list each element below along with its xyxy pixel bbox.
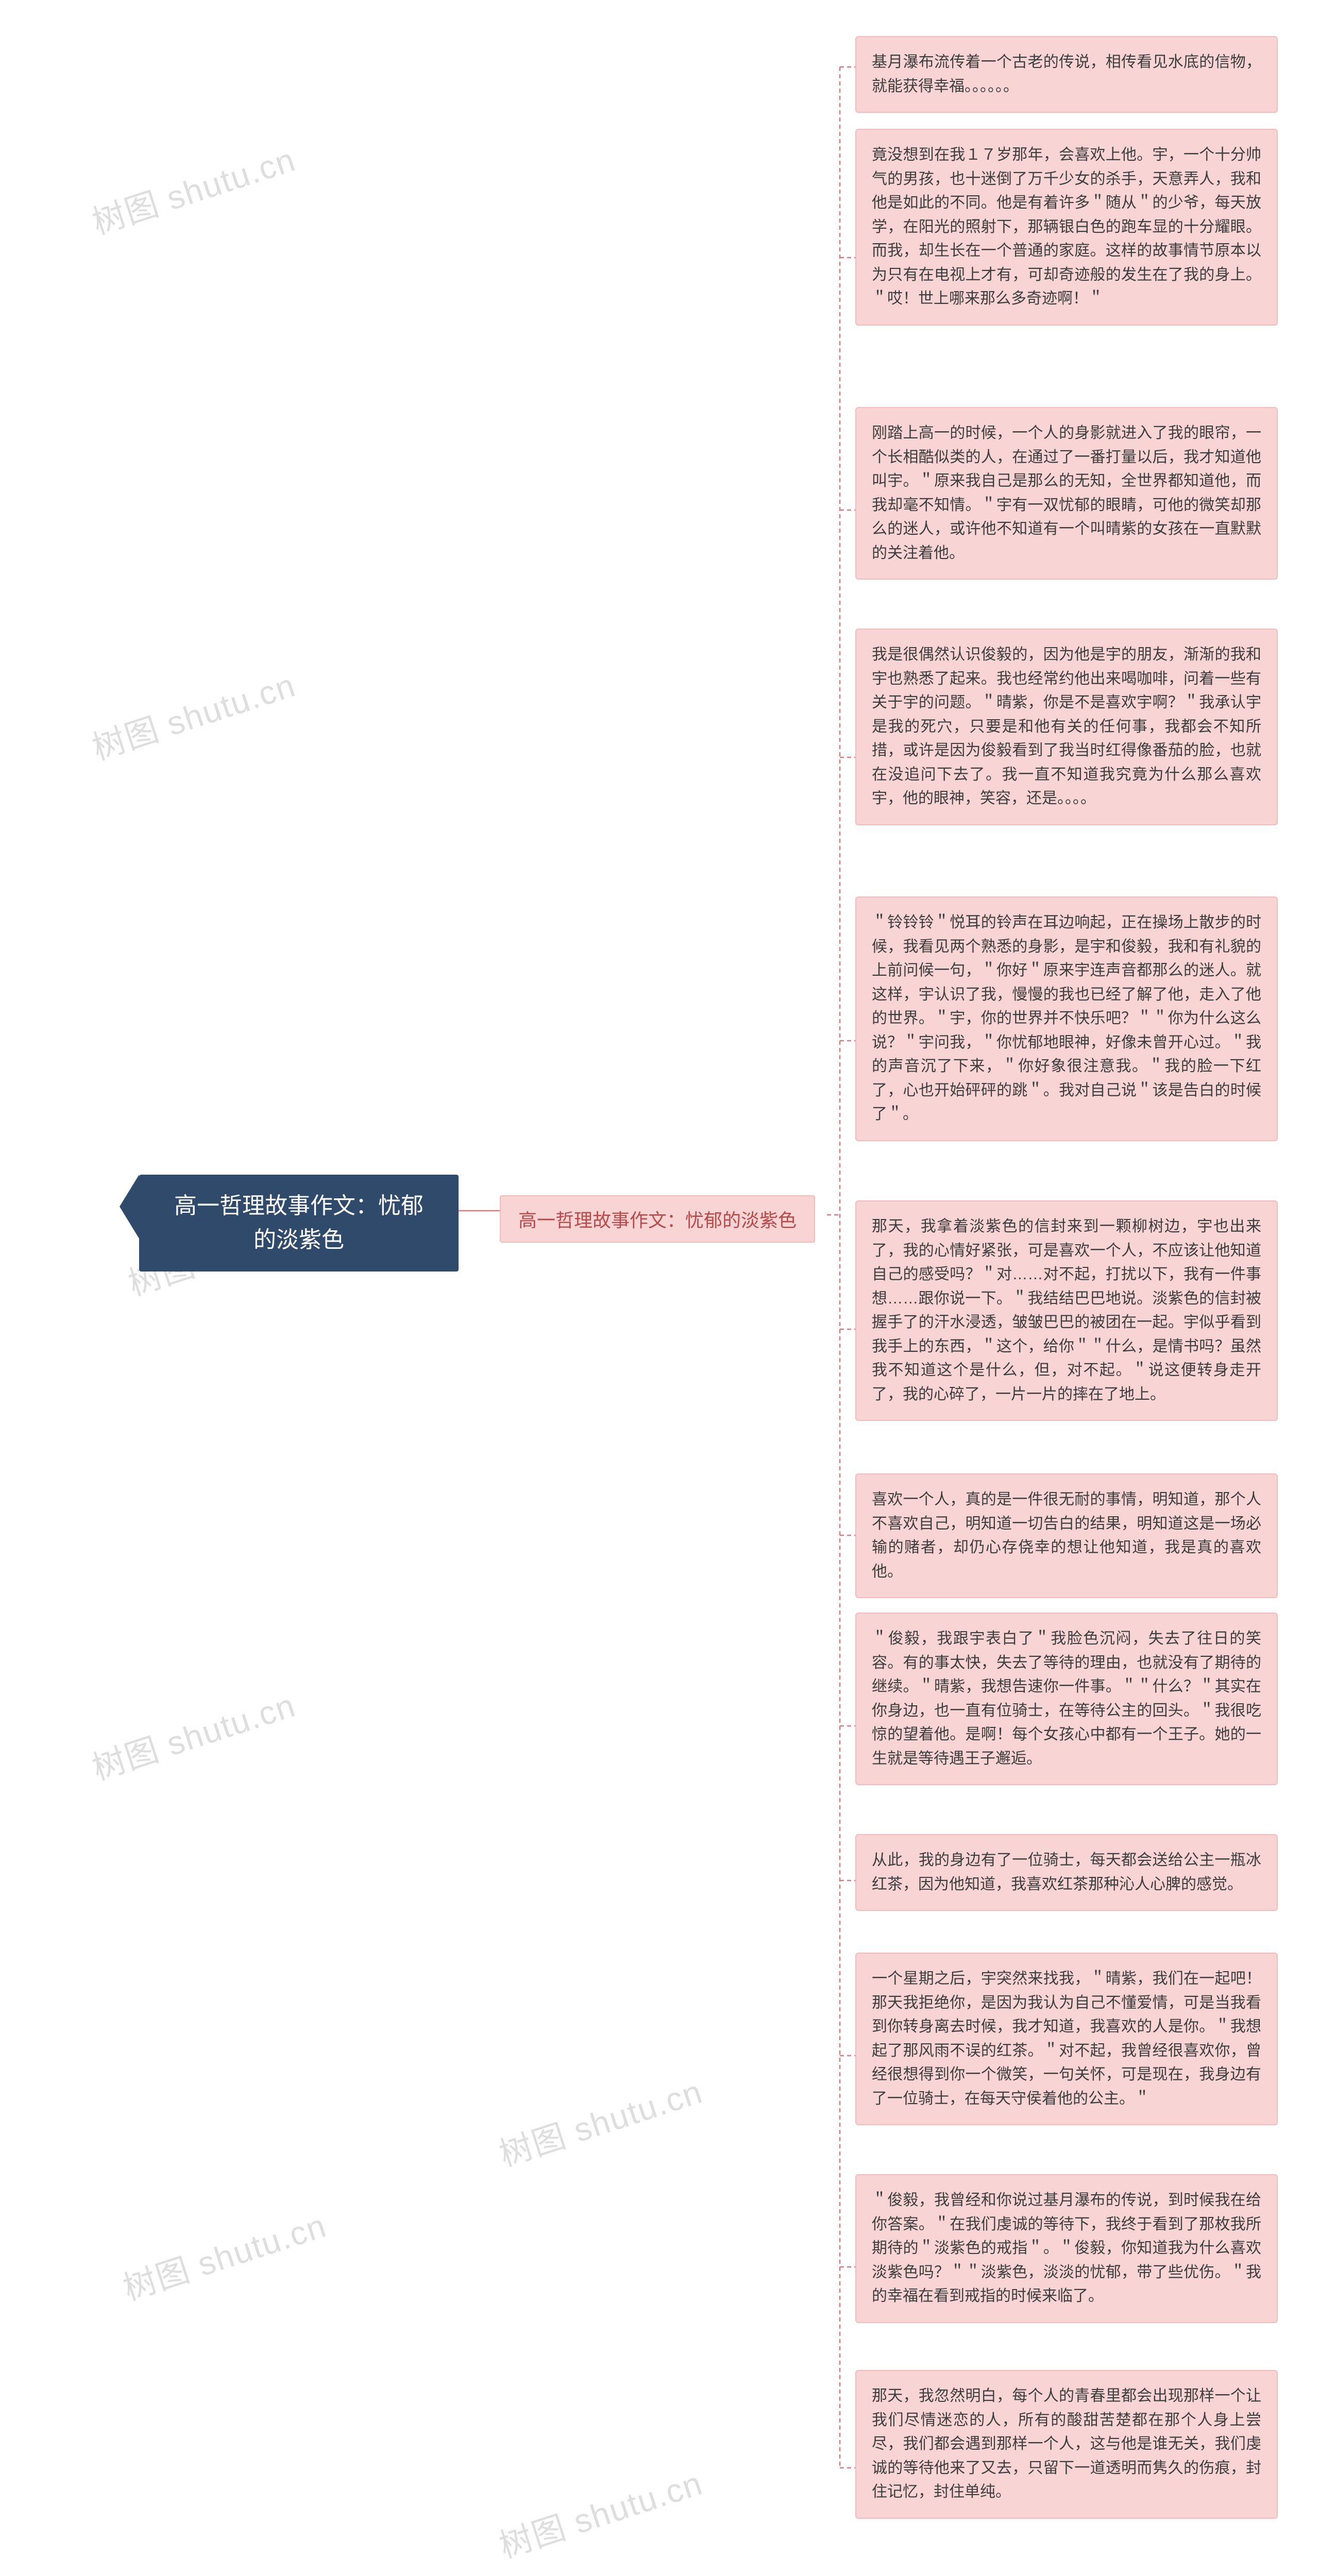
watermark: 树图 shutu.cn [116, 2199, 332, 2310]
leaf-node[interactable]: ＂俊毅，我跟宇表白了＂我脸色沉闷，失去了往日的笑容。有的事太快，失去了等待的理由… [855, 1613, 1278, 1785]
leaf-node[interactable]: 竟没想到在我１７岁那年，会喜欢上他。宇，一个十分帅气的男孩，也十迷倒了万千少女的… [855, 129, 1278, 326]
mindmap-canvas: 树图 shutu.cn 树图 shutu.cn 树图 shutu.cn 树图 shut… [0, 0, 1319, 2576]
watermark: 树图 shutu.cn [86, 659, 301, 769]
watermark: 树图 shutu.cn [86, 133, 301, 244]
leaf-node[interactable]: 那天，我拿着淡紫色的信封来到一颗柳树边，宇也出来了，我的心情好紧张，可是喜欢一个… [855, 1200, 1278, 1421]
leaf-node[interactable]: 刚踏上高一的时候，一个人的身影就进入了我的眼帘，一个长相酷似类的人，在通过了一番… [855, 407, 1278, 580]
leaf-node[interactable]: 从此，我的身边有了一位骑士，每天都会送给公主一瓶冰红茶，因为他知道，我喜欢红茶那… [855, 1834, 1278, 1911]
sub-label: 高一哲理故事作文：忧郁的淡紫色 [518, 1210, 797, 1231]
leaf-node[interactable]: ＂铃铃铃＂悦耳的铃声在耳边响起，正在操场上散步的时候，我看见两个熟悉的身影，是宇… [855, 896, 1278, 1141]
leaf-node[interactable]: 基月瀑布流传着一个古老的传说，相传看见水底的信物，就能获得幸福。。。。。。 [855, 36, 1278, 113]
leaf-node[interactable]: 我是很偶然认识俊毅的，因为他是宇的朋友，渐渐的我和宇也熟悉了起来。我也经常约他出… [855, 629, 1278, 825]
leaf-node[interactable]: 喜欢一个人，真的是一件很无耐的事情，明知道，那个人不喜欢自己，明知道一切告白的结… [855, 1473, 1278, 1598]
watermark: 树图 shutu.cn [493, 2457, 708, 2567]
leaf-node[interactable]: ＂俊毅，我曾经和你说过基月瀑布的传说，到时候我在给你答案。＂在我们虔诚的等待下，… [855, 2174, 1278, 2323]
watermark: 树图 shutu.cn [86, 1679, 301, 1789]
watermark: 树图 shutu.cn [493, 2065, 708, 2176]
root-title-line1: 高一哲理故事作文：忧郁 [174, 1193, 424, 1218]
leaf-node[interactable]: 一个星期之后，宇突然来找我，＂晴紫，我们在一起吧！那天我拒绝你，是因为我认为自己… [855, 1953, 1278, 2125]
root-title-line2: 的淡紫色 [253, 1227, 344, 1252]
sub-node[interactable]: 高一哲理故事作文：忧郁的淡紫色 [500, 1195, 815, 1243]
leaf-node[interactable]: 那天，我忽然明白，每个人的青春里都会出现那样一个让我们尽情迷恋的人，所有的酸甜苦… [855, 2370, 1278, 2519]
root-node[interactable]: 高一哲理故事作文：忧郁 的淡紫色 [139, 1175, 459, 1272]
